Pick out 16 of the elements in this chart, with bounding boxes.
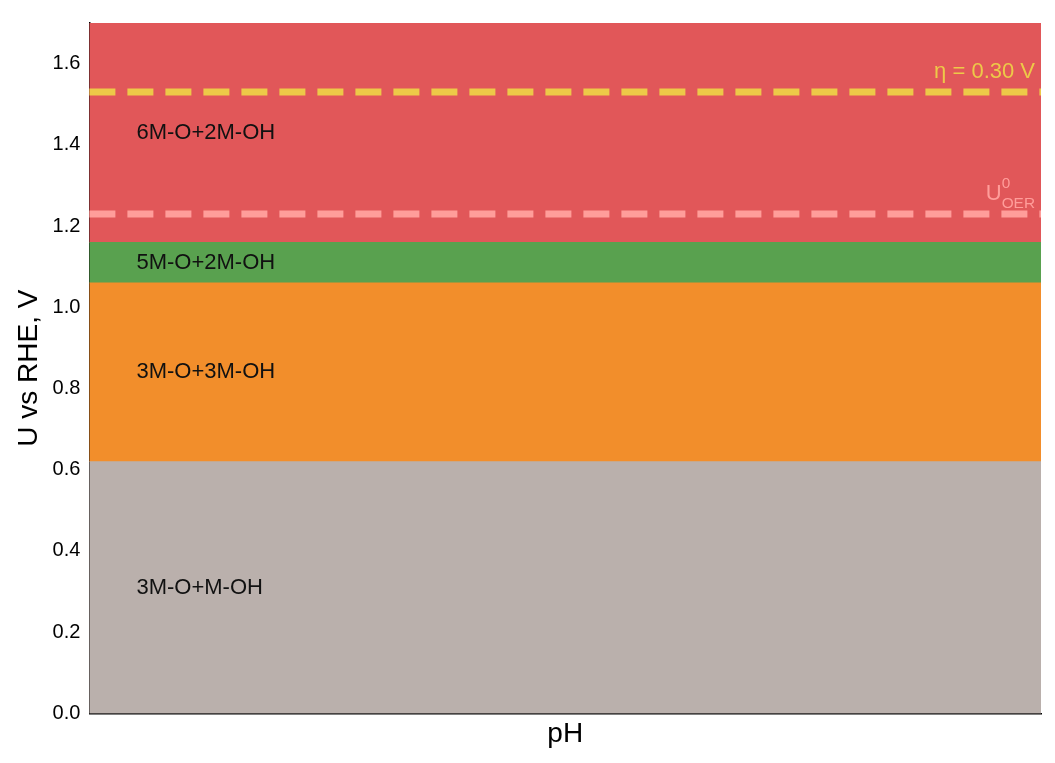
series-label: 3M-O+3M-OH — [136, 358, 276, 384]
y-tick-label: 1.0 — [52, 294, 81, 317]
annotation: η = 0.30 V — [934, 58, 1036, 84]
y-tick-label: 0.0 — [52, 700, 81, 723]
y-tick-label: 0.2 — [52, 619, 81, 642]
series-label: 5M-O+2M-OH — [136, 248, 276, 274]
y-tick-label: 0.8 — [52, 376, 81, 399]
y-tick-label: 1.6 — [52, 51, 81, 74]
series-label: 6M-O+2M-OH — [136, 118, 276, 144]
y-tick-label: 0.6 — [52, 457, 81, 480]
y-axis-title: U vs RHE, V — [11, 289, 43, 447]
x-axis-title: pH — [547, 716, 584, 748]
y-tick-label: 1.2 — [52, 213, 81, 236]
y-tick-label: 0.4 — [52, 538, 81, 561]
series-label: 3M-O+M-OH — [136, 573, 263, 599]
y-tick-label: 1.4 — [52, 132, 81, 155]
